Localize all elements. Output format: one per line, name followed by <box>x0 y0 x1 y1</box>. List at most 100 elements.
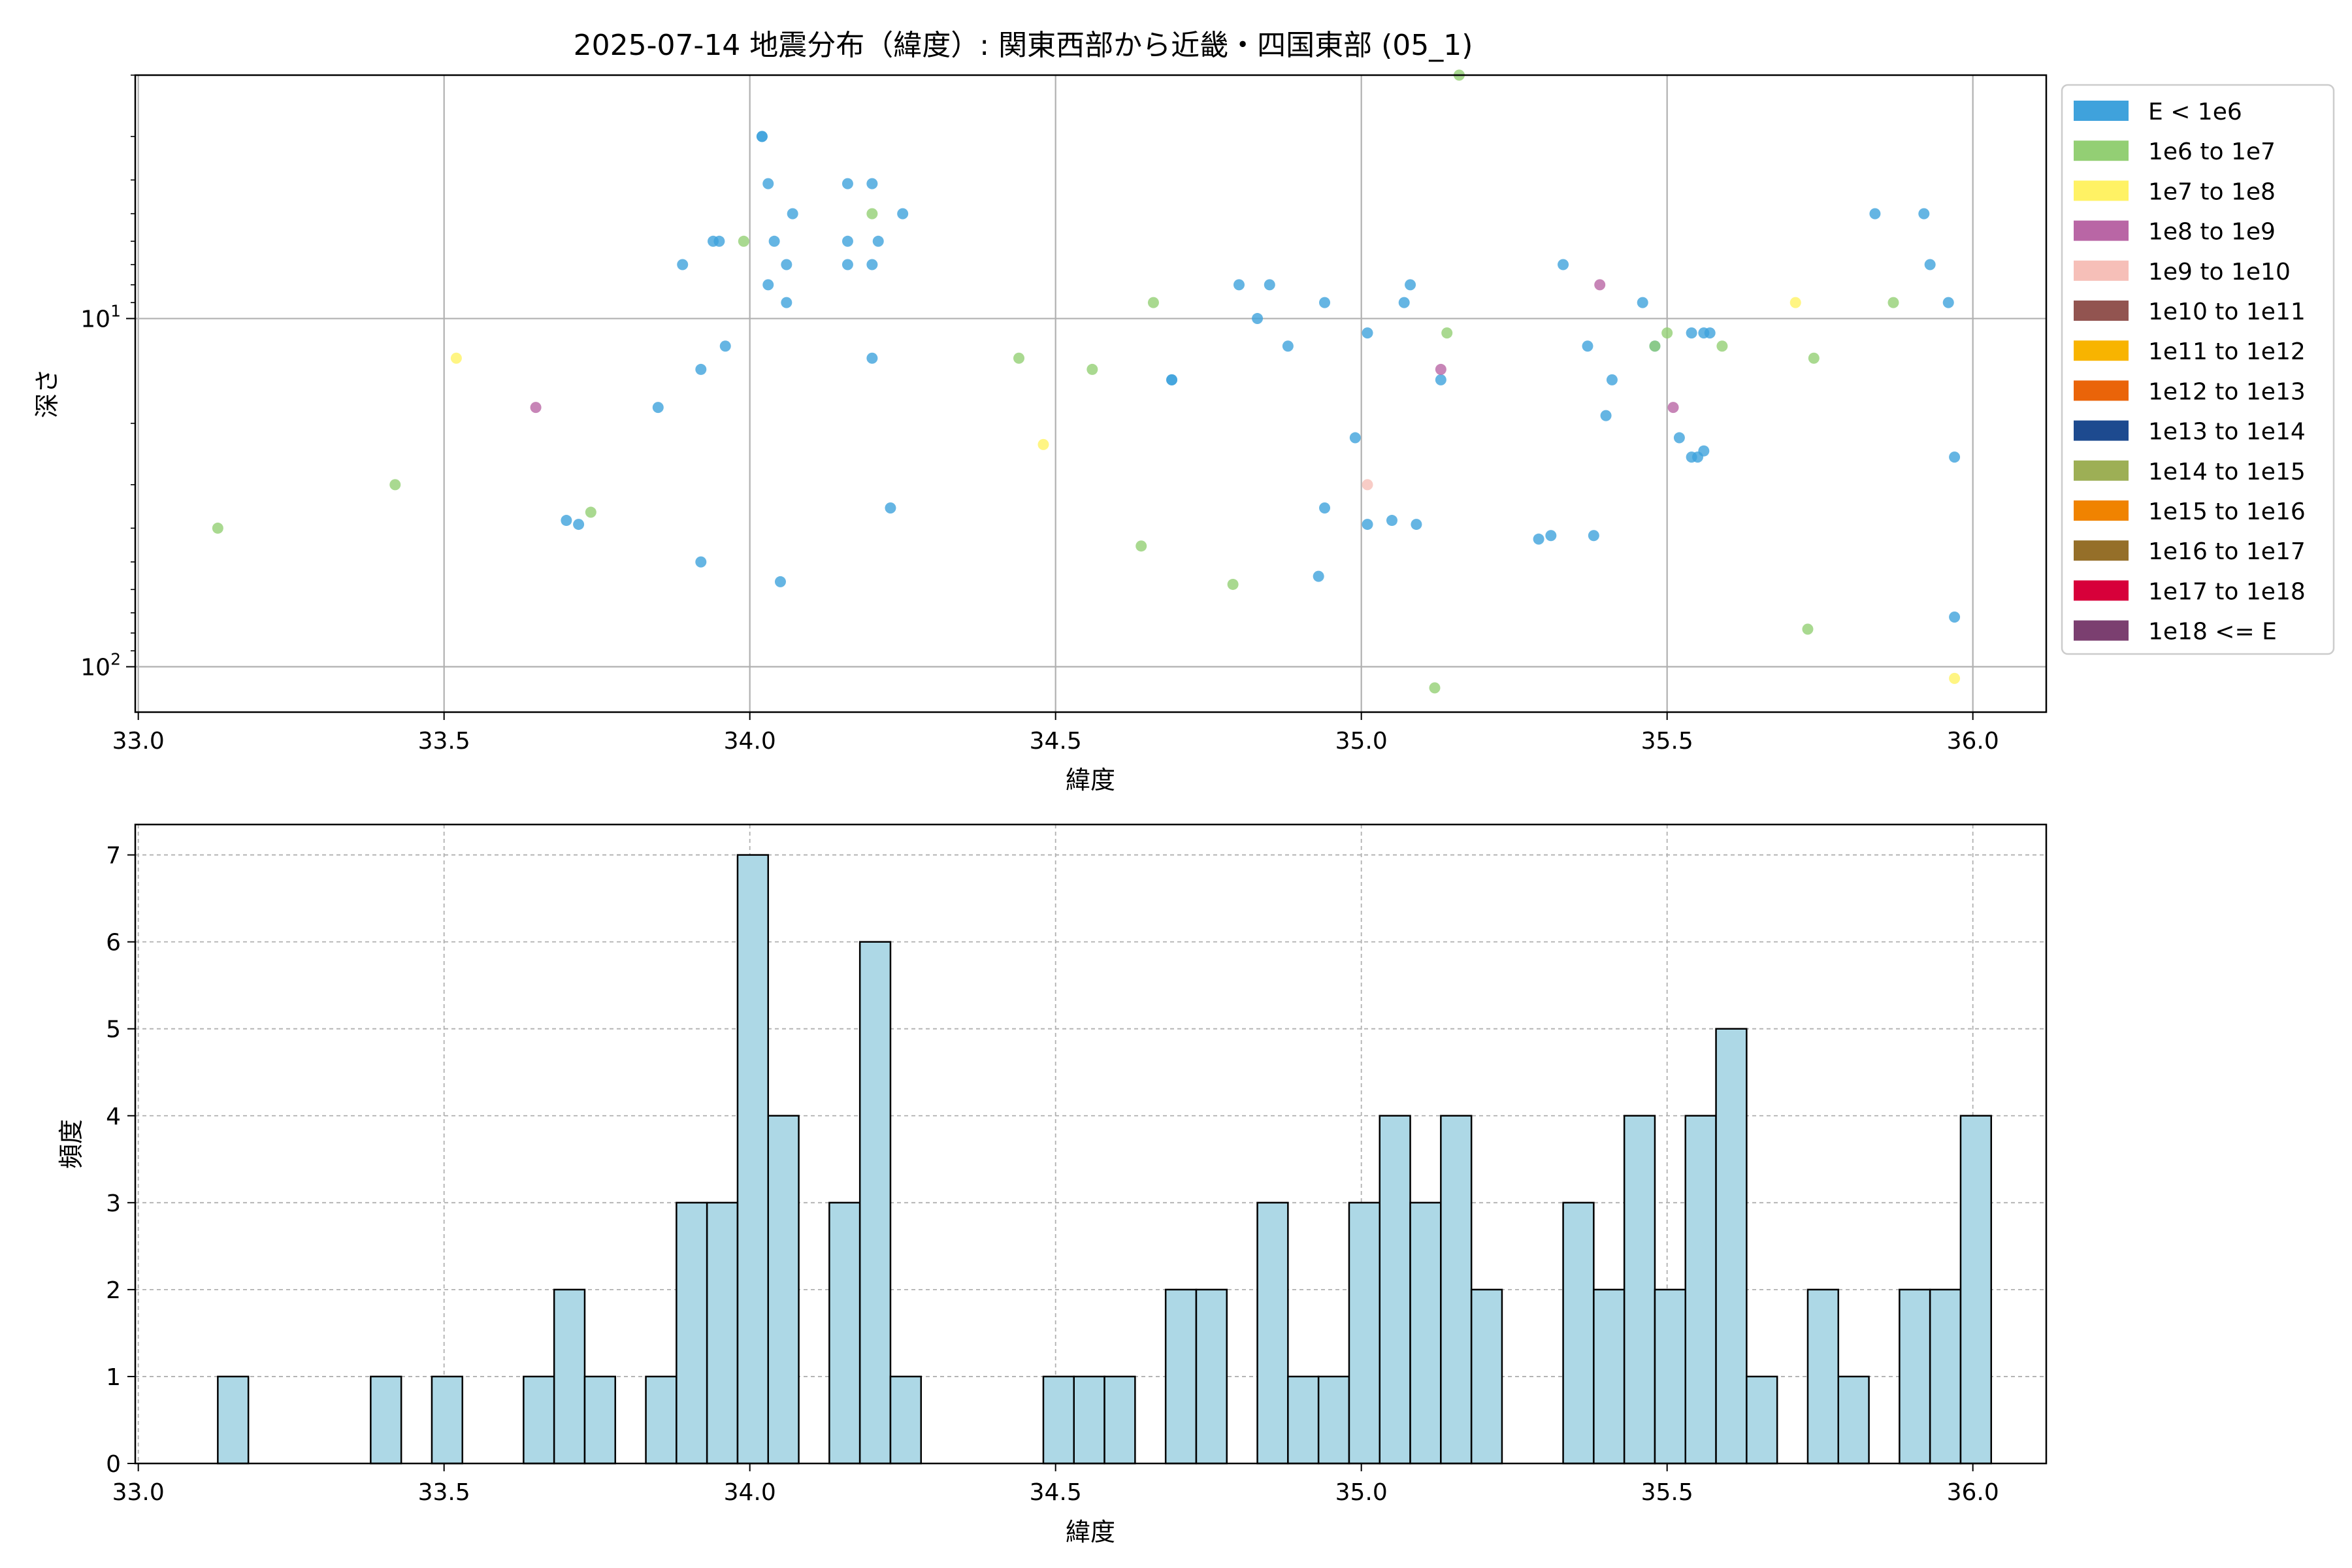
legend-items: E < 1e6 1e6 to 1e7 1e7 to 1e8 1e8 to 1e9 1e9… <box>2074 99 2306 645</box>
histogram-y-tick-label: 5 <box>106 1017 121 1043</box>
scatter-point <box>1949 672 1961 684</box>
legend-swatch <box>2074 301 2129 321</box>
scatter-point <box>585 506 596 518</box>
scatter-point <box>450 352 462 364</box>
scatter-point <box>897 208 909 220</box>
scatter-point <box>1887 297 1899 308</box>
scatter-point <box>1135 540 1147 552</box>
histogram-y-ticks: 0 1 2 3 4 5 6 7 <box>106 843 135 1478</box>
scatter-point <box>1362 479 1373 491</box>
scatter-point <box>1661 327 1673 339</box>
legend-label: 1e16 to 1e17 <box>2148 538 2306 565</box>
histogram-bar <box>431 1375 464 1465</box>
histogram-x-axis-label: 緯度 <box>1066 1518 1115 1546</box>
histogram-bar <box>858 941 892 1465</box>
legend-swatch <box>2074 500 2129 521</box>
scatter-point <box>1606 374 1618 385</box>
scatter-point <box>1789 297 1801 308</box>
scatter-point <box>866 259 878 270</box>
scatter-x-tick-label: 33.5 <box>418 728 470 755</box>
histogram-bar <box>645 1375 678 1465</box>
histogram-y-axis-label: 頻度 <box>57 1119 86 1169</box>
histogram-bar <box>736 854 770 1465</box>
scatter-axes-frame <box>134 74 2048 713</box>
histogram-bars <box>217 854 1993 1465</box>
scatter-point <box>212 522 223 534</box>
histogram-y-tick-label: 6 <box>106 930 121 956</box>
scatter-x-tick-label: 34.0 <box>724 728 776 755</box>
histogram-bar <box>828 1201 861 1465</box>
scatter-point <box>1588 530 1599 542</box>
scatter-point <box>677 259 689 270</box>
scatter-point <box>573 519 585 531</box>
histogram-bar <box>1195 1288 1228 1465</box>
histogram-x-tick-label: 36.0 <box>1947 1479 1999 1506</box>
scatter-point <box>695 556 707 568</box>
scatter-gridlines <box>135 75 2046 712</box>
scatter-y-tick-label: 101 <box>80 302 121 333</box>
histogram-x-tick-label: 33.5 <box>418 1479 470 1506</box>
scatter-point <box>1362 327 1373 339</box>
legend: E < 1e6 1e6 to 1e7 1e7 to 1e8 1e8 to 1e9 1e9… <box>2061 84 2335 655</box>
scatter-point <box>866 178 878 189</box>
histogram-bar <box>1440 1115 1473 1465</box>
histogram-bar <box>767 1115 800 1465</box>
histogram-axes-frame <box>134 823 2048 1465</box>
scatter-point <box>1319 502 1331 514</box>
scatter-x-tick-label: 34.5 <box>1030 728 1082 755</box>
scatter-point <box>1319 297 1331 308</box>
scatter-point <box>1429 682 1441 694</box>
scatter-point <box>1013 352 1025 364</box>
scatter-point <box>774 576 786 587</box>
scatter-x-axis-label: 緯度 <box>1066 766 1115 794</box>
scatter-point <box>1405 279 1416 291</box>
legend-label: 1e11 to 1e12 <box>2148 338 2306 365</box>
scatter-x-tick-label: 36.0 <box>1947 728 1999 755</box>
histogram-bar <box>1256 1201 1289 1465</box>
legend-swatch <box>2074 420 2129 441</box>
scatter-point <box>768 235 780 247</box>
histogram-bar <box>676 1201 708 1465</box>
scatter-point <box>1545 530 1557 542</box>
histogram-bar <box>1593 1288 1625 1465</box>
histogram-bar <box>1409 1201 1442 1465</box>
scatter-point <box>841 235 853 247</box>
legend-label: 1e18 <= E <box>2148 619 2277 645</box>
scatter-point <box>1716 340 1728 352</box>
histogram-bar <box>706 1201 739 1465</box>
histogram-y-tick-label: 4 <box>106 1103 121 1130</box>
histogram-bar <box>1746 1375 1778 1465</box>
legend-swatch <box>2074 260 2129 281</box>
scatter-point <box>1667 402 1679 414</box>
legend-swatch <box>2074 180 2129 201</box>
scatter-point <box>1949 611 1961 623</box>
scatter-point <box>1435 374 1446 385</box>
scatter-point <box>781 259 792 270</box>
histogram-plot-area <box>135 825 2046 1463</box>
scatter-point <box>1649 340 1661 352</box>
histogram-bar <box>370 1375 402 1465</box>
legend-label: 1e6 to 1e7 <box>2148 139 2276 165</box>
scatter-point <box>781 297 792 308</box>
histogram-bar <box>1470 1288 1503 1465</box>
scatter-point <box>762 178 774 189</box>
scatter-plot-area <box>135 75 2046 712</box>
scatter-point <box>695 363 707 375</box>
histogram-plot: 33.0 33.5 34.0 34.5 35.0 35.5 36.0 0 1 2 3 4 5 6 7 緯度… <box>57 823 2048 1546</box>
legend-label: 1e9 to 1e10 <box>2148 259 2291 286</box>
legend-label: 1e17 to 1e18 <box>2148 578 2306 605</box>
legend-swatch <box>2074 140 2129 161</box>
scatter-point <box>1435 363 1446 375</box>
legend-label: 1e8 to 1e9 <box>2148 219 2276 246</box>
legend-swatch <box>2074 340 2129 361</box>
histogram-bar <box>1806 1288 1840 1465</box>
histogram-bar <box>553 1288 586 1465</box>
histogram-bar <box>1959 1115 1993 1465</box>
histogram-bar <box>1379 1115 1411 1465</box>
scatter-point <box>866 208 878 220</box>
scatter-point <box>1533 533 1544 545</box>
histogram-bar <box>1073 1375 1105 1465</box>
histogram-bar <box>1899 1288 1931 1465</box>
histogram-bar <box>1837 1375 1870 1465</box>
histogram-bar <box>1164 1288 1198 1465</box>
